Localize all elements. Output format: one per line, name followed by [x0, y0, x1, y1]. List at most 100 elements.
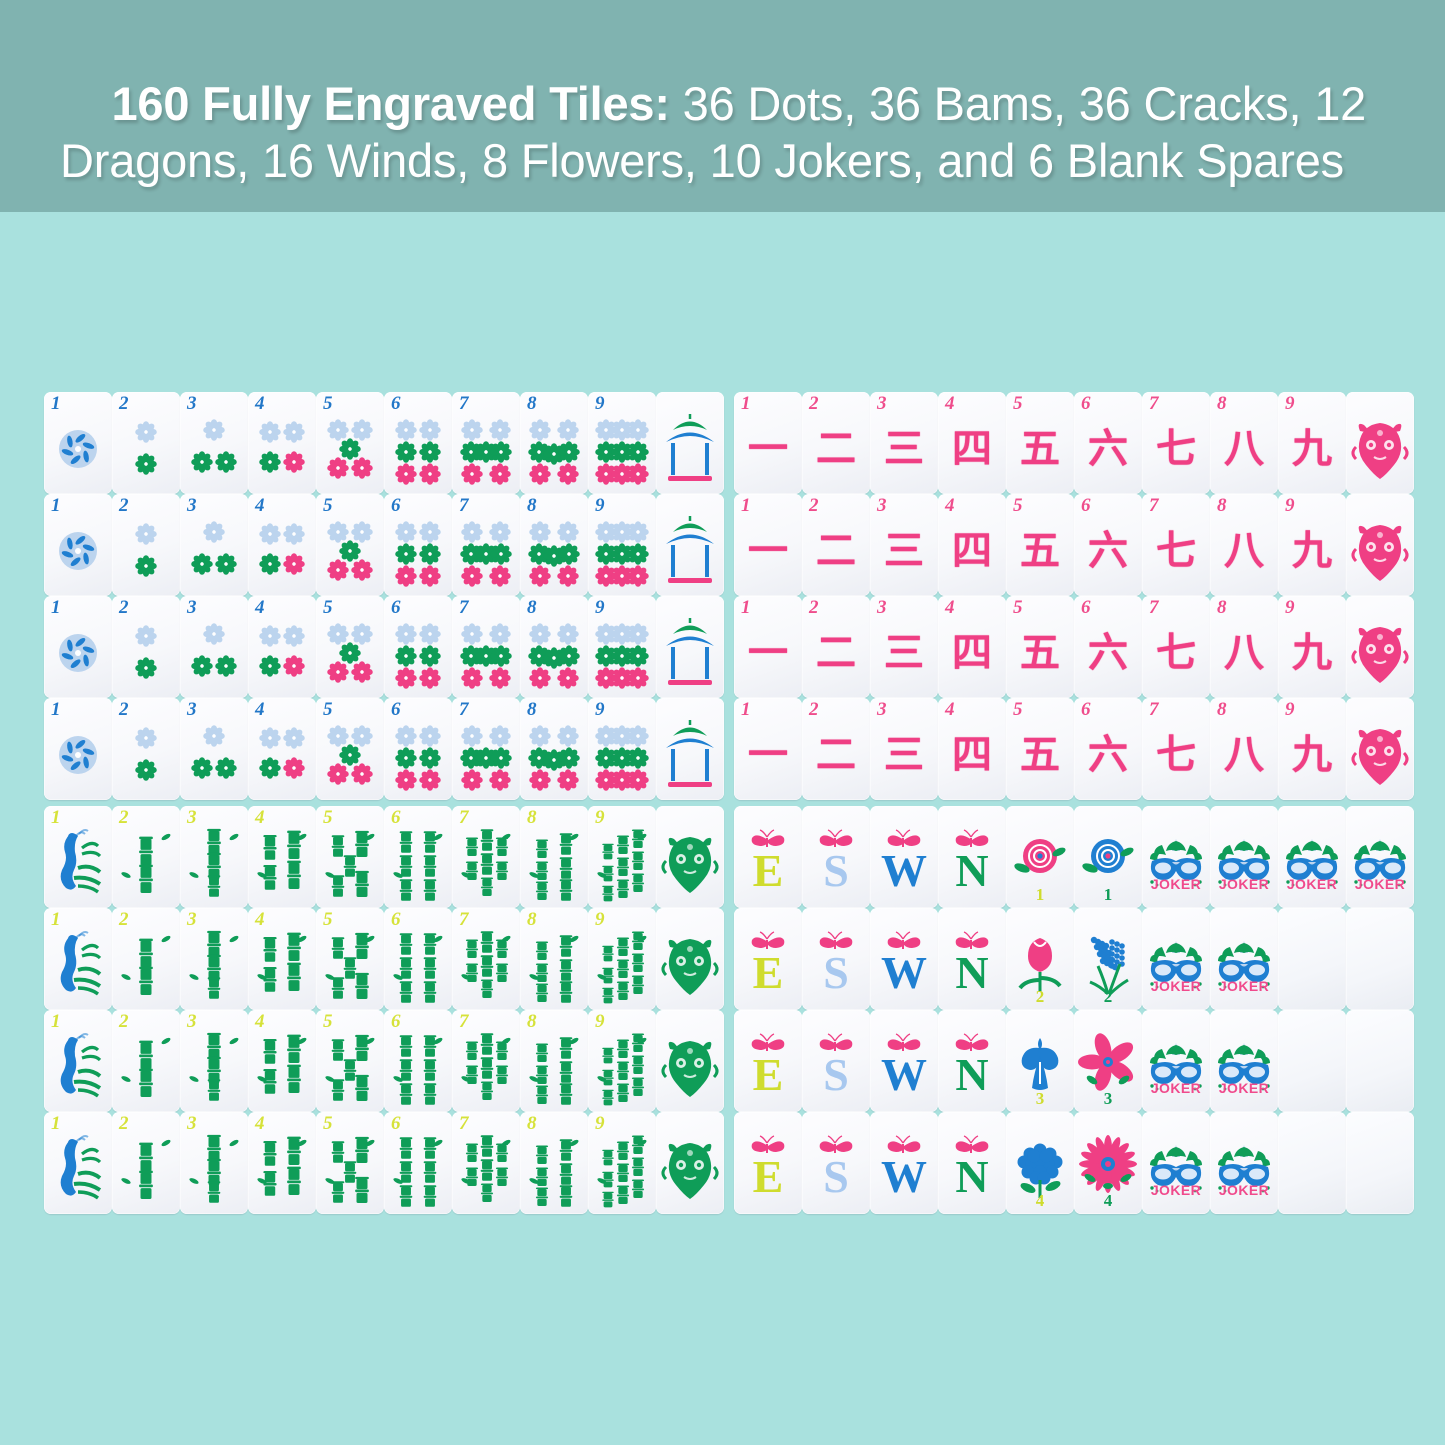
dots-tile-1[interactable]: 1 — [44, 698, 112, 800]
joker-tile[interactable]: JOKER — [1346, 806, 1414, 908]
blank-spare-tile[interactable] — [1278, 1112, 1346, 1214]
flower-tile-a-3[interactable]: 3 — [1006, 1010, 1074, 1112]
bams-tile-9[interactable]: 9 — [588, 908, 656, 1010]
joker-tile[interactable]: JOKER — [1278, 806, 1346, 908]
joker-tile[interactable]: JOKER — [1142, 908, 1210, 1010]
bams-tile-9[interactable]: 9 — [588, 1010, 656, 1112]
joker-tile[interactable]: JOKER — [1142, 806, 1210, 908]
flower-tile-a-4[interactable]: 4 — [1006, 1112, 1074, 1214]
flower-tile-a-1[interactable]: 1 — [1006, 806, 1074, 908]
bams-tile-7[interactable]: 7 — [452, 1112, 520, 1214]
dots-tile-9[interactable]: 9 — [588, 392, 656, 494]
bams-tile-5[interactable]: 5 — [316, 1112, 384, 1214]
bams-tile-2[interactable]: 2 — [112, 806, 180, 908]
wind-tile-north[interactable]: N — [938, 908, 1006, 1010]
bams-tile-9[interactable]: 9 — [588, 1112, 656, 1214]
dots-tile-8[interactable]: 8 — [520, 698, 588, 800]
dots-tile-8[interactable]: 8 — [520, 494, 588, 596]
red-dragon-tile[interactable] — [1346, 392, 1414, 494]
blank-spare-tile[interactable] — [1278, 1010, 1346, 1112]
red-dragon-tile[interactable] — [1346, 494, 1414, 596]
bams-tile-1[interactable]: 1 — [44, 1010, 112, 1112]
dots-tile-5[interactable]: 5 — [316, 392, 384, 494]
blank-spare-tile[interactable] — [1346, 1112, 1414, 1214]
bams-tile-1[interactable]: 1 — [44, 1112, 112, 1214]
bams-tile-5[interactable]: 5 — [316, 1010, 384, 1112]
dots-tile-2[interactable]: 2 — [112, 392, 180, 494]
dots-tile-4[interactable]: 4 — [248, 494, 316, 596]
white-dragon-tile[interactable] — [656, 596, 724, 698]
bams-tile-8[interactable]: 8 — [520, 1010, 588, 1112]
bams-tile-1[interactable]: 1 — [44, 806, 112, 908]
bams-tile-8[interactable]: 8 — [520, 1112, 588, 1214]
dots-tile-4[interactable]: 4 — [248, 698, 316, 800]
bams-tile-3[interactable]: 3 — [180, 908, 248, 1010]
bams-tile-1[interactable]: 1 — [44, 908, 112, 1010]
green-dragon-tile[interactable] — [656, 908, 724, 1010]
dots-tile-3[interactable]: 3 — [180, 494, 248, 596]
dots-tile-2[interactable]: 2 — [112, 494, 180, 596]
bams-tile-3[interactable]: 3 — [180, 1112, 248, 1214]
wind-tile-south[interactable]: S — [802, 1112, 870, 1214]
dots-tile-9[interactable]: 9 — [588, 596, 656, 698]
dots-tile-2[interactable]: 2 — [112, 596, 180, 698]
white-dragon-tile[interactable] — [656, 392, 724, 494]
blank-spare-tile[interactable] — [1346, 908, 1414, 1010]
joker-tile[interactable]: JOKER — [1210, 1010, 1278, 1112]
flower-tile-b-3[interactable]: 3 — [1074, 1010, 1142, 1112]
dots-tile-6[interactable]: 6 — [384, 392, 452, 494]
flower-tile-b-2[interactable]: 2 — [1074, 908, 1142, 1010]
dots-tile-5[interactable]: 5 — [316, 698, 384, 800]
wind-tile-east[interactable]: E — [734, 806, 802, 908]
red-dragon-tile[interactable] — [1346, 596, 1414, 698]
wind-tile-west[interactable]: W — [870, 1112, 938, 1214]
blank-spare-tile[interactable] — [1346, 1010, 1414, 1112]
dots-tile-3[interactable]: 3 — [180, 698, 248, 800]
dots-tile-1[interactable]: 1 — [44, 392, 112, 494]
dots-tile-7[interactable]: 7 — [452, 596, 520, 698]
dots-tile-1[interactable]: 1 — [44, 596, 112, 698]
bams-tile-2[interactable]: 2 — [112, 1112, 180, 1214]
dots-tile-4[interactable]: 4 — [248, 392, 316, 494]
dots-tile-4[interactable]: 4 — [248, 596, 316, 698]
dots-tile-7[interactable]: 7 — [452, 392, 520, 494]
bams-tile-5[interactable]: 5 — [316, 908, 384, 1010]
green-dragon-tile[interactable] — [656, 1112, 724, 1214]
dots-tile-2[interactable]: 2 — [112, 698, 180, 800]
bams-tile-4[interactable]: 4 — [248, 1010, 316, 1112]
wind-tile-south[interactable]: S — [802, 908, 870, 1010]
wind-tile-east[interactable]: E — [734, 1010, 802, 1112]
bams-tile-7[interactable]: 7 — [452, 1010, 520, 1112]
wind-tile-north[interactable]: N — [938, 806, 1006, 908]
dots-tile-3[interactable]: 3 — [180, 596, 248, 698]
bams-tile-4[interactable]: 4 — [248, 806, 316, 908]
white-dragon-tile[interactable] — [656, 494, 724, 596]
wind-tile-west[interactable]: W — [870, 806, 938, 908]
dots-tile-5[interactable]: 5 — [316, 596, 384, 698]
wind-tile-east[interactable]: E — [734, 1112, 802, 1214]
dots-tile-6[interactable]: 6 — [384, 494, 452, 596]
joker-tile[interactable]: JOKER — [1142, 1112, 1210, 1214]
bams-tile-7[interactable]: 7 — [452, 908, 520, 1010]
